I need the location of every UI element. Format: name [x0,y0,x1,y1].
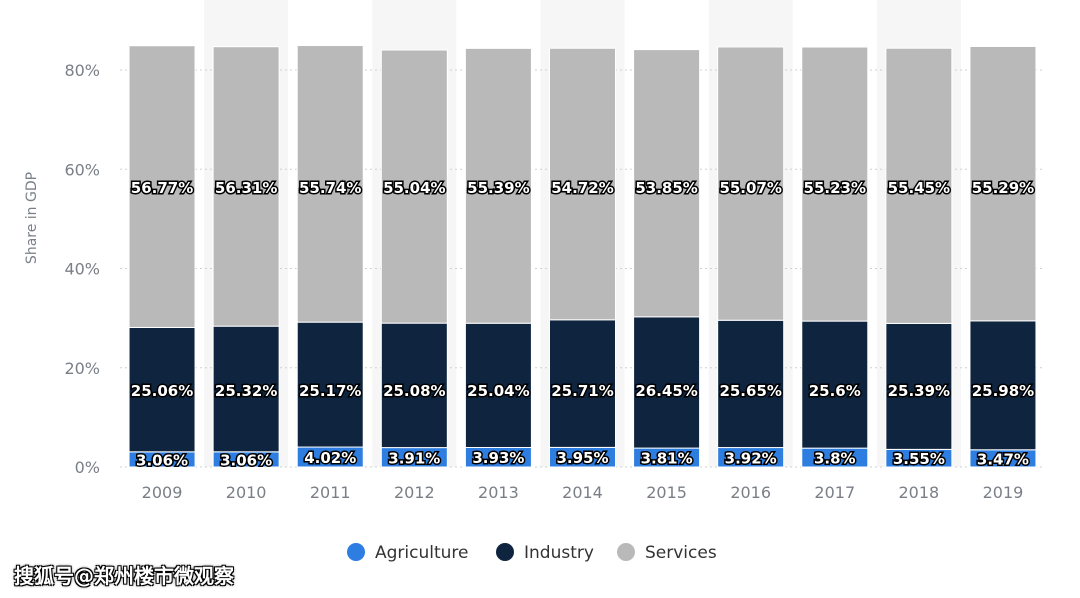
x-tick-label: 2019 [983,483,1024,502]
y-tick-label: 40% [64,260,100,279]
data-label-services: 54.72% [551,179,613,197]
bar-industry [380,322,448,449]
data-label-industry: 25.71% [551,382,613,400]
data-label-agriculture: 3.47% [977,450,1029,468]
data-label-industry: 25.6% [809,382,861,400]
data-label-agriculture: 3.91% [388,449,440,467]
data-label-agriculture: 3.06% [136,451,188,469]
data-label-industry: 25.65% [719,382,781,400]
bar-industry [801,320,869,449]
x-tick-label: 2011 [310,483,351,502]
bar-industry [969,320,1037,451]
bar-services [717,46,785,321]
data-label-industry: 25.04% [467,382,529,400]
x-tick-label: 2017 [814,483,855,502]
bar-services [296,45,364,323]
data-label-services: 55.45% [888,179,950,197]
legend-label-agriculture: Agriculture [375,543,469,563]
data-label-services: 55.39% [467,179,529,197]
y-tick-label: 60% [64,160,100,179]
data-label-industry: 25.17% [299,382,361,400]
data-label-services: 55.29% [972,179,1034,197]
x-tick-label: 2018 [899,483,940,502]
bar-services [212,46,280,327]
data-label-agriculture: 3.8% [814,450,856,468]
bar-industry [717,319,785,449]
legend-marker-services [617,543,635,561]
bar-services [549,47,616,321]
x-tick-label: 2015 [646,483,687,502]
data-label-services: 56.77% [131,179,193,197]
bar-industry [128,326,196,453]
bar-services [885,47,953,324]
data-label-industry: 25.06% [131,382,193,400]
x-tick-label: 2010 [226,483,267,502]
data-label-services: 55.23% [804,179,866,197]
legend-marker-agriculture [347,543,365,561]
data-label-industry: 25.32% [215,382,277,400]
y-tick-label: 0% [75,458,100,477]
x-tick-label: 2009 [142,483,183,502]
data-label-agriculture: 4.02% [304,449,356,467]
data-label-services: 55.04% [383,179,445,197]
bar-industry [885,322,953,450]
data-label-industry: 25.08% [383,382,445,400]
watermark: 搜狐号@郑州楼市微观察 [14,564,234,588]
legend-label-services: Services [645,543,717,563]
x-tick-label: 2013 [478,483,519,502]
data-label-industry: 25.39% [888,382,950,400]
bar-industry [549,319,616,448]
bar-industry [212,325,280,453]
y-axis-label: Share in GDP [24,172,40,264]
legend-marker-industry [496,543,514,561]
bar-services [633,49,701,318]
bar-services [128,45,196,328]
data-label-agriculture: 3.81% [641,450,693,468]
data-label-agriculture: 3.93% [472,449,524,467]
y-tick-label: 80% [64,61,100,80]
data-label-services: 55.07% [719,179,781,197]
data-label-services: 56.31% [215,179,277,197]
bar-services [801,46,869,322]
bar-services [464,47,532,324]
data-label-industry: 26.45% [635,382,697,400]
y-tick-label: 20% [64,359,100,378]
x-tick-label: 2014 [562,483,603,502]
x-tick-label: 2016 [730,483,771,502]
legend-label-industry: Industry [524,543,594,563]
data-label-services: 55.74% [299,179,361,197]
data-label-agriculture: 3.55% [893,450,945,468]
data-label-agriculture: 3.95% [556,449,608,467]
data-label-services: 53.85% [635,179,697,197]
bar-services [969,45,1037,322]
data-label-industry: 25.98% [972,382,1034,400]
bar-services [380,49,448,324]
data-label-agriculture: 3.92% [725,449,777,467]
x-tick-label: 2012 [394,483,435,502]
data-label-agriculture: 3.06% [220,451,272,469]
